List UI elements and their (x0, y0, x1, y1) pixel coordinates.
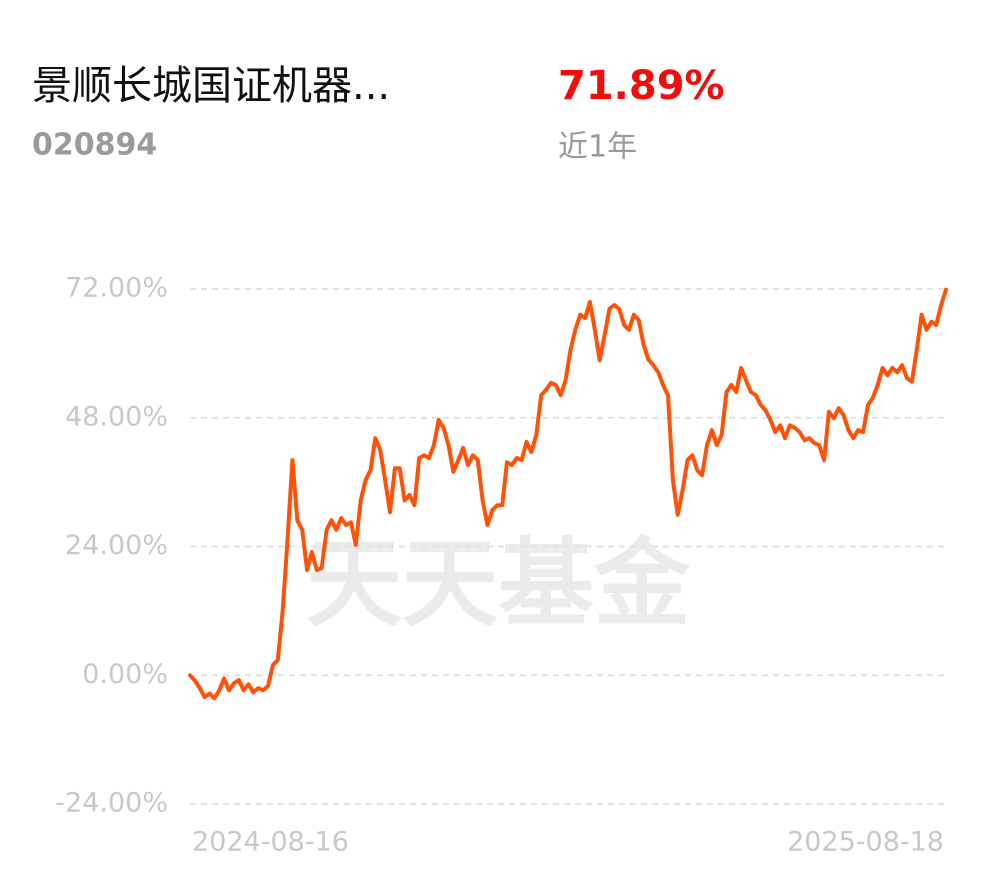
y-tick-label: -24.00% (55, 788, 168, 819)
fund-title: 景顺长城国证机器... (32, 63, 390, 109)
y-tick-label: 48.00% (65, 401, 168, 432)
y-tick-label: 72.00% (65, 273, 168, 304)
fund-return: 71.89% (558, 63, 725, 109)
y-tick-label: 0.00% (82, 659, 168, 690)
series-line (188, 287, 948, 701)
x-tick-label: 2024-08-16 (192, 827, 349, 858)
x-tick-label: 2025-08-18 (787, 827, 944, 858)
watermark: 天天基金 (306, 527, 691, 640)
return-period: 近1年 (558, 130, 637, 165)
fund-code: 020894 (32, 128, 157, 163)
y-tick-label: 24.00% (65, 530, 168, 561)
